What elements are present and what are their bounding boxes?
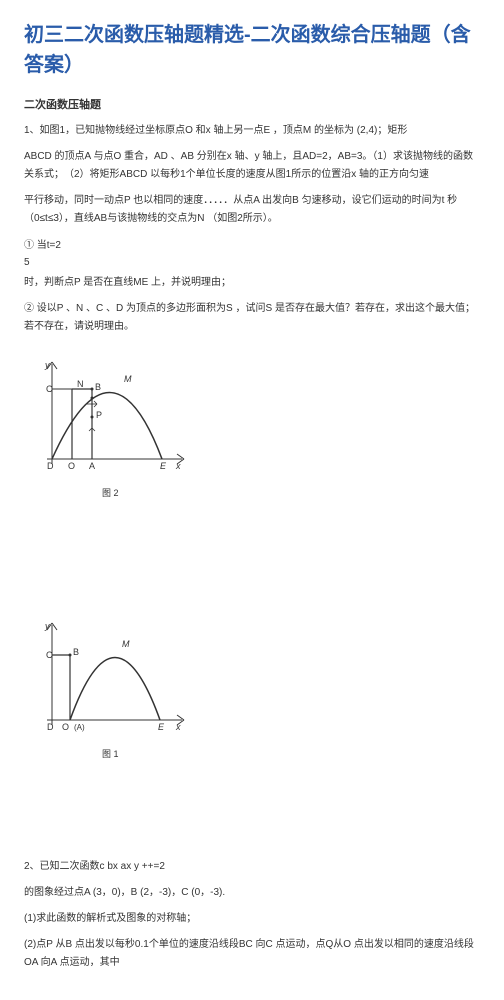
paragraph-1: 1、如图1，已知抛物线经过坐标原点O 和x 轴上另一点E ，顶点M 的坐标为 (… bbox=[24, 122, 480, 140]
svg-text:D: D bbox=[47, 461, 54, 471]
paragraph-6: 2、已知二次函数c bx ax y ++=2 bbox=[24, 858, 480, 876]
svg-text:y: y bbox=[44, 360, 50, 370]
svg-text:D: D bbox=[47, 722, 54, 732]
paragraph-4: 时，判断点P 是否在直线ME 上，并说明理由； bbox=[24, 274, 480, 292]
svg-text:(A): (A) bbox=[74, 723, 85, 732]
paragraph-9: (2)点P 从B 点出发以每秒0.1个单位的速度沿线段BC 向C 点运动，点Q从… bbox=[24, 936, 480, 972]
svg-text:C: C bbox=[46, 650, 53, 660]
svg-text:C: C bbox=[46, 384, 53, 394]
svg-text:x: x bbox=[175, 722, 181, 732]
svg-text:x: x bbox=[175, 461, 181, 471]
svg-text:y: y bbox=[44, 621, 50, 631]
paragraph-5: ② 设以P 、N 、C 、D 为顶点的多边形面积为S ，试问S 是否存在最大值？… bbox=[24, 300, 480, 336]
paragraph-7: 的图象经过点A (3，0)，B (2，-3)，C (0，-3). bbox=[24, 884, 480, 902]
svg-text:M: M bbox=[124, 374, 132, 384]
figure2-caption: 图 2 bbox=[102, 486, 480, 499]
bottom-spacer bbox=[24, 778, 480, 858]
svg-text:E: E bbox=[160, 461, 167, 471]
svg-text:P: P bbox=[96, 410, 102, 420]
figure-spacer bbox=[24, 517, 480, 597]
svg-text:O: O bbox=[62, 722, 69, 732]
paragraph-2: ABCD 的顶点A 与点O 重合，AD 、AB 分别在x 轴、y 轴上，且AD=… bbox=[24, 148, 480, 184]
figure1-caption: 图 1 bbox=[102, 747, 480, 760]
svg-text:B: B bbox=[73, 647, 79, 657]
svg-text:N: N bbox=[77, 379, 84, 389]
paragraph-3: 平行移动，同时一动点P 也以相同的速度．．．．．从点A 出发向B 匀速移动，设它… bbox=[24, 192, 480, 228]
svg-text:M: M bbox=[122, 639, 130, 649]
section-subtitle: 二次函数压轴题 bbox=[24, 96, 480, 112]
svg-text:E: E bbox=[158, 722, 165, 732]
svg-text:A: A bbox=[89, 461, 95, 471]
page-title: 初三二次函数压轴题精选-二次函数综合压轴题（含答案） bbox=[24, 20, 480, 80]
svg-text:B: B bbox=[95, 382, 101, 392]
paragraph-8: (1)求此函数的解析式及图象的对称轴； bbox=[24, 910, 480, 928]
item-1: ① 当t=2 bbox=[24, 236, 480, 251]
figure-1: y C B M D O (A) E x 图 1 bbox=[42, 615, 480, 760]
figure-2: y C N B P M D O A E x 图 2 bbox=[42, 354, 480, 499]
item-1-value: 5 bbox=[24, 257, 480, 268]
svg-text:O: O bbox=[68, 461, 75, 471]
